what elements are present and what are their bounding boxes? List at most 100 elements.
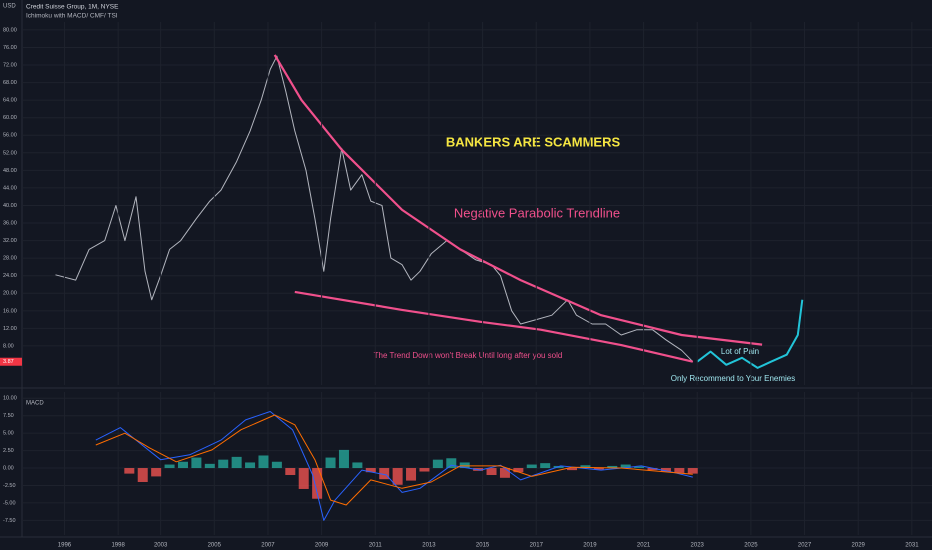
y-tick-label: 36.00 [3,220,17,226]
x-tick-label: 2013 [422,543,436,549]
x-tick-label: 2029 [852,543,866,549]
symbol: Credit Suisse Group, 1M, NYSE [26,4,119,11]
histogram-bar [164,464,175,469]
series-line [273,54,763,346]
y-tick-label: 12.00 [3,326,17,332]
x-tick-label: 2009 [315,543,329,549]
annotation: BANKERS ARE SCAMMERS [446,134,621,149]
histogram-bar [379,468,390,480]
y-tick-label: 5.00 [3,431,14,437]
y-tick-label: 7.50 [3,413,14,419]
x-tick-label: 2027 [798,543,812,549]
x-tick-label: 1996 [58,543,72,549]
x-tick-label: 2007 [261,543,275,549]
histogram-bar [660,468,671,472]
y-tick-label: 64.00 [3,98,17,104]
histogram-bar [245,462,256,469]
histogram-bar [204,463,215,469]
histogram-bar [151,468,162,477]
histogram-bar [312,468,323,499]
histogram-bar [607,465,618,469]
series-line [696,299,804,369]
histogram-bar [258,455,269,469]
histogram-bar [365,468,376,473]
histogram-bar [580,465,591,469]
histogram-bar [647,468,658,471]
y-tick-label: 28.00 [3,256,17,262]
y-tick-label: -7.50 [3,518,16,524]
y-tick-label: 40.00 [3,203,17,209]
y-tick-label: -2.50 [3,483,16,489]
y-tick-label: 60.00 [3,115,17,121]
histogram-bar [406,468,417,481]
histogram-bar [298,468,309,489]
histogram-bar [419,468,430,472]
histogram-bar [459,462,470,469]
x-tick-label: 2019 [583,543,597,549]
histogram-bar [620,464,631,469]
x-tick-label: 2005 [208,543,222,549]
histogram-bar [540,463,551,469]
price-tag-label: 3.87 [3,359,14,365]
x-tick-label: 2017 [530,543,544,549]
y-tick-label: -5.00 [3,500,16,506]
y-tick-label: 72.00 [3,62,17,68]
histogram-bar [446,458,457,469]
annotation: The Trend Down won't Break Until long af… [374,351,563,360]
annotation: Lot of Pain [721,347,759,356]
histogram-bar [634,466,645,469]
histogram-bar [352,462,363,469]
histogram-bar [567,468,578,471]
histogram-bar [526,464,537,469]
y-tick-label: 80.00 [3,27,17,33]
x-tick-label: 2011 [369,543,383,549]
y-tick-label: 24.00 [3,273,17,279]
x-tick-label: 1998 [111,543,125,549]
histogram-bar [674,468,685,473]
histogram-bar [338,449,349,469]
pane-title: MACD [26,401,44,407]
y-tick-label: 2.50 [3,448,14,454]
histogram-bar [687,468,698,474]
annotation: Negative Parabolic Trendline [454,205,620,220]
y-tick-label: 48.00 [3,168,17,174]
x-tick-label: 2031 [905,543,919,549]
histogram-bar [513,468,524,473]
histogram-bar [177,461,188,469]
y-tick-label: 68.00 [3,80,17,86]
y-tick-label: 0.00 [3,465,14,471]
y-tick-label: 44.00 [3,185,17,191]
y-tick-label: 10.00 [3,396,17,402]
x-tick-label: 2025 [744,543,758,549]
histogram-bar [271,461,282,469]
currency: USD [3,4,16,10]
histogram-bar [285,468,296,476]
histogram-bar [218,459,229,469]
histogram-bar [432,459,443,469]
y-tick-label: 8.00 [3,343,14,349]
histogram-bar [124,468,135,474]
y-tick-label: 76.00 [3,45,17,51]
histogram-bar [486,468,497,476]
x-tick-label: 2003 [154,543,168,549]
histogram-bar [231,456,242,469]
y-tick-label: 52.00 [3,150,17,156]
x-tick-label: 2021 [637,543,651,549]
x-tick-label: 2023 [691,543,705,549]
x-tick-label: 2015 [476,543,490,549]
series-line [294,290,694,363]
price-tag [0,357,22,366]
series-line [95,411,693,521]
indicators: Ichimoku with MACD/ CMF/ TSI [26,13,118,20]
y-tick-label: 20.00 [3,291,17,297]
series-line [95,414,693,506]
histogram-bar [137,468,148,482]
histogram-bar [191,457,202,469]
y-tick-label: 56.00 [3,133,17,139]
histogram-bar [325,457,336,469]
y-tick-label: 32.00 [3,238,17,244]
histogram-bar [593,468,604,470]
